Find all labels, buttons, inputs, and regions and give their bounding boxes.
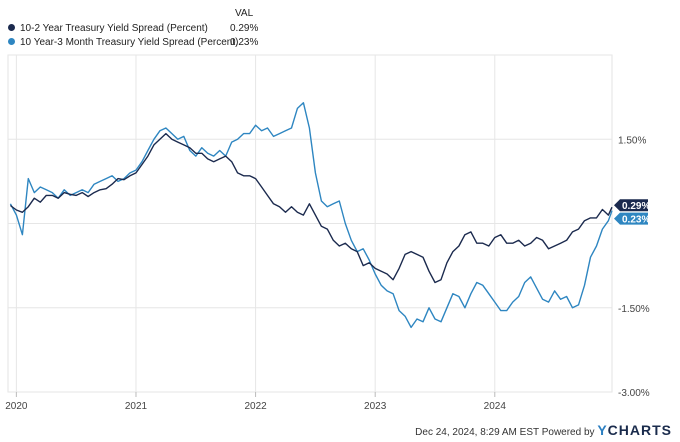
x-tick-label: 2023 (364, 401, 387, 412)
ycharts-logo[interactable]: YCHARTS (597, 422, 672, 438)
y-tick-label: -1.50% (618, 304, 650, 315)
legend-item-label: 10-2 Year Treasury Yield Spread (Percent… (20, 23, 208, 34)
end-value-label: 0.29% (622, 201, 650, 212)
end-label-box (614, 199, 648, 212)
legend-item-10-3m-spread[interactable]: 10 Year-3 Month Treasury Yield Spread (P… (8, 36, 258, 50)
x-tick-label: 2022 (244, 401, 267, 412)
footer-timestamp: Dec 24, 2024, 8:29 AM EST Powered by (415, 427, 595, 438)
legend-item-value: 0.29% (230, 23, 259, 34)
footer: Dec 24, 2024, 8:29 AM EST Powered by YCH… (415, 422, 672, 438)
y-tick-label: -3.00% (618, 388, 650, 399)
x-tick-label: 2020 (5, 401, 28, 412)
legend-dot-icon (8, 38, 15, 45)
legend-item-value: 0.23% (230, 37, 259, 48)
end-label-box (614, 212, 648, 225)
legend-item-label: 10 Year-3 Month Treasury Yield Spread (P… (20, 37, 239, 48)
legend-item-10-2-spread[interactable]: 10-2 Year Treasury Yield Spread (Percent… (8, 22, 258, 36)
series-line (9, 132, 613, 284)
legend-header: VAL (235, 8, 254, 19)
y-tick-label: 1.50% (618, 135, 646, 146)
x-tick-label: 2021 (125, 401, 148, 412)
end-value-label: 0.23% (622, 215, 650, 226)
legend-dot-icon (8, 24, 15, 31)
series-line (9, 102, 613, 329)
x-tick-label: 2024 (484, 401, 507, 412)
